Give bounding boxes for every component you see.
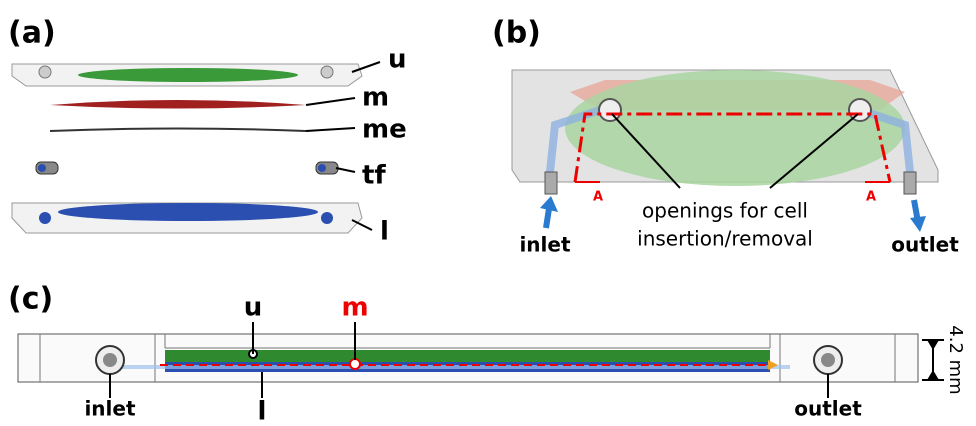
panel-label: (a) bbox=[8, 16, 56, 51]
thickness-label: 4.2 mm bbox=[945, 325, 966, 394]
inlet-label: inlet bbox=[519, 233, 571, 257]
panel-label: (c) bbox=[8, 282, 53, 317]
part-label: tf bbox=[362, 161, 386, 191]
part-label: m bbox=[362, 83, 389, 113]
section-mark: A bbox=[593, 190, 603, 205]
part-label: l bbox=[380, 217, 389, 247]
panel-label: (b) bbox=[492, 16, 541, 51]
part-label: u bbox=[388, 45, 407, 75]
outlet-label: outlet bbox=[891, 233, 959, 257]
layer-label: l bbox=[258, 397, 267, 426]
cross-section bbox=[18, 322, 944, 398]
callout: insertion/removal bbox=[637, 227, 813, 251]
layer-label: m bbox=[341, 293, 368, 323]
outlet-label: outlet bbox=[794, 397, 862, 421]
figure: (a) u m me tf l (b) bbox=[0, 0, 976, 426]
inlet-label: inlet bbox=[84, 397, 136, 421]
section-mark: A bbox=[866, 190, 876, 205]
part-label: me bbox=[362, 115, 407, 145]
callout: openings for cell bbox=[642, 199, 808, 223]
exploded-view bbox=[12, 62, 380, 233]
layer-label: u bbox=[244, 293, 263, 323]
